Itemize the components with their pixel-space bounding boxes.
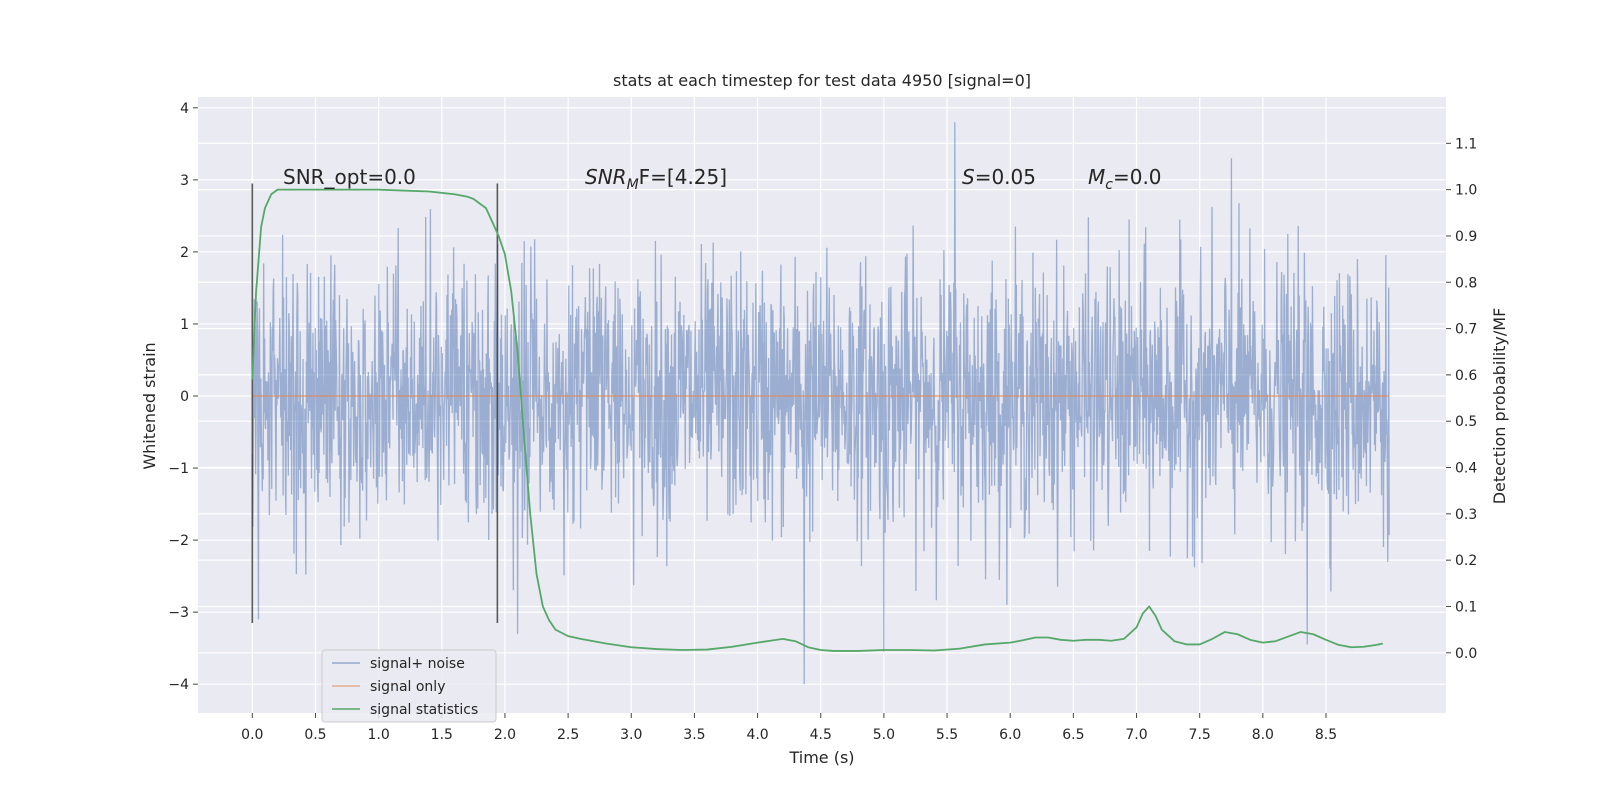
y-tick-label: −4 bbox=[168, 677, 189, 693]
y2-tick-label: 0.5 bbox=[1455, 414, 1477, 430]
annotation-snr-mf-rest: F=[4.25] bbox=[639, 165, 727, 189]
x-tick-label: 0.0 bbox=[241, 727, 263, 743]
x-tick-label: 1.5 bbox=[431, 727, 453, 743]
annotation-mc-rest: =0.0 bbox=[1113, 165, 1162, 189]
y2-tick-label: 0.1 bbox=[1455, 599, 1477, 615]
x-tick-label: 2.5 bbox=[557, 727, 579, 743]
x-axis-label: Time (s) bbox=[788, 748, 854, 767]
x-tick-label: 7.5 bbox=[1189, 727, 1211, 743]
x-tick-label: 5.0 bbox=[873, 727, 895, 743]
vertical-markers bbox=[251, 183, 499, 623]
y2-tick-label: 0.2 bbox=[1455, 553, 1477, 569]
y-tick-label: 1 bbox=[180, 317, 189, 333]
y-axis-label: Whitened strain bbox=[140, 342, 159, 469]
statistics-line bbox=[251, 188, 1384, 652]
y-tick-label: −1 bbox=[168, 461, 189, 477]
x-tick-label: 8.5 bbox=[1315, 727, 1337, 743]
annotation-s-rest: =0.05 bbox=[975, 165, 1036, 189]
x-tick-label: 8.0 bbox=[1252, 727, 1274, 743]
y-tick-label: 3 bbox=[180, 173, 189, 189]
y2-tick-label: 0.9 bbox=[1455, 229, 1477, 245]
y2-tick-label: 0.6 bbox=[1455, 368, 1477, 384]
x-tick-label: 7.0 bbox=[1125, 727, 1147, 743]
annotation-snr-opt: SNR_opt=0.0 bbox=[283, 165, 416, 189]
legend-label-noise: signal+ noise bbox=[370, 656, 465, 672]
x-tick-label: 5.5 bbox=[936, 727, 958, 743]
annotation-snr-mf-main: SNR bbox=[585, 165, 627, 189]
chart-title: stats at each timestep for test data 495… bbox=[613, 71, 1031, 90]
x-tick-label: 6.0 bbox=[999, 727, 1021, 743]
y-tick-label: 2 bbox=[180, 245, 189, 261]
annotation-s: S=0.05 bbox=[962, 165, 1036, 189]
x-tick-label: 3.0 bbox=[620, 727, 642, 743]
legend-box bbox=[321, 649, 497, 723]
x-tick-label: 0.5 bbox=[304, 727, 326, 743]
y2-tick-label: 1.0 bbox=[1455, 183, 1477, 199]
x-tick-label: 3.5 bbox=[683, 727, 705, 743]
annotation-mc: Mc=0.0 bbox=[1088, 165, 1162, 193]
ticks: 0.0 0.5 1.0 1.5 2.0 2.5 3.0 3.5 4.0 4.5 5.0 5.5 6.0 6… bbox=[168, 101, 1477, 743]
y-tick-label: 0 bbox=[180, 389, 189, 405]
x-tick-label: 4.0 bbox=[746, 727, 768, 743]
legend-label-signal-only: signal only bbox=[370, 679, 445, 695]
y2-axis-label: Detection probability/MF bbox=[1490, 308, 1509, 505]
x-tick-label: 1.0 bbox=[367, 727, 389, 743]
y2-tick-label: 0.0 bbox=[1455, 646, 1477, 662]
y2-tick-label: 0.7 bbox=[1455, 322, 1477, 338]
y-tick-label: −3 bbox=[168, 605, 189, 621]
legend-label-statistics: signal statistics bbox=[370, 702, 478, 718]
noise-series bbox=[251, 122, 1390, 685]
y-tick-label: 4 bbox=[180, 101, 189, 117]
annotation-snr-mf: SNRMF=[4.25] bbox=[585, 165, 727, 193]
y2-tick-label: 0.8 bbox=[1455, 275, 1477, 291]
statistics-series bbox=[251, 188, 1384, 652]
x-tick-label: 2.0 bbox=[494, 727, 516, 743]
annotation-snr-mf-sub: M bbox=[627, 177, 639, 193]
noise-line bbox=[251, 122, 1390, 685]
x-tick-label: 4.5 bbox=[810, 727, 832, 743]
annotation-s-italic: S bbox=[962, 165, 975, 189]
y-tick-label: −2 bbox=[168, 533, 189, 549]
legend: signal+ noise signal only signal statist… bbox=[321, 649, 497, 723]
y2-tick-label: 0.3 bbox=[1455, 507, 1477, 523]
annotation-mc-sub: c bbox=[1105, 177, 1113, 193]
y2-tick-label: 0.4 bbox=[1455, 461, 1477, 477]
y2-tick-label: 1.1 bbox=[1455, 136, 1477, 152]
x-tick-label: 6.5 bbox=[1062, 727, 1084, 743]
annotation-mc-main: M bbox=[1088, 165, 1105, 189]
